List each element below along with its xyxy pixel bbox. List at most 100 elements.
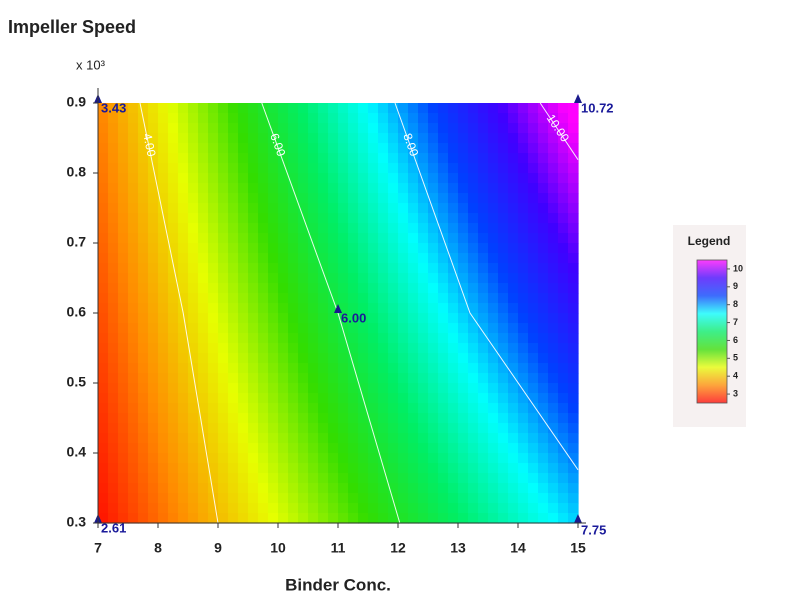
heat-cell xyxy=(328,413,339,424)
heat-cell xyxy=(108,343,119,354)
heat-cell xyxy=(518,243,529,254)
heat-cell xyxy=(458,223,469,234)
heat-cell xyxy=(128,173,139,184)
heat-cell xyxy=(148,383,159,394)
heat-cell xyxy=(428,413,439,424)
heat-cell xyxy=(178,163,189,174)
heat-cell xyxy=(418,383,429,394)
heat-cell xyxy=(338,493,349,504)
heat-cell xyxy=(178,423,189,434)
heat-cell xyxy=(218,493,229,504)
heat-cell xyxy=(148,173,159,184)
heat-cell xyxy=(148,393,159,404)
heat-cell xyxy=(268,163,279,174)
heat-cell xyxy=(198,473,209,484)
heat-cell xyxy=(528,203,539,214)
heat-cell xyxy=(248,123,259,134)
heat-cell xyxy=(278,363,289,374)
heat-cell xyxy=(178,463,189,474)
heat-cell xyxy=(538,173,549,184)
heat-cell xyxy=(378,303,389,314)
heat-cell xyxy=(488,353,499,364)
heat-cell xyxy=(438,343,449,354)
heat-cell xyxy=(178,403,189,414)
heat-cell xyxy=(408,403,419,414)
heat-cell xyxy=(168,383,179,394)
heat-cell xyxy=(188,193,199,204)
heat-cell xyxy=(438,163,449,174)
heat-cell xyxy=(348,473,359,484)
heat-cell xyxy=(518,163,529,174)
heat-cell xyxy=(398,243,409,254)
heat-cell xyxy=(408,513,419,524)
heat-cell xyxy=(198,433,209,444)
heat-cell xyxy=(378,483,389,494)
heat-cell xyxy=(428,313,439,324)
heat-cell xyxy=(148,213,159,224)
heat-cell xyxy=(338,323,349,334)
heat-cell xyxy=(328,453,339,464)
heat-cell xyxy=(98,123,109,134)
heat-cell xyxy=(108,473,119,484)
heat-cell xyxy=(298,433,309,444)
heat-cell xyxy=(218,133,229,144)
heat-cell xyxy=(218,173,229,184)
heat-cell xyxy=(448,243,459,254)
heat-cell xyxy=(378,513,389,524)
heat-cell xyxy=(478,163,489,174)
heat-cell xyxy=(408,233,419,244)
heat-cell xyxy=(538,433,549,444)
heat-cell xyxy=(108,383,119,394)
heat-cell xyxy=(428,163,439,174)
heat-cell xyxy=(468,273,479,284)
heat-cell xyxy=(478,333,489,344)
heat-cell xyxy=(298,493,309,504)
heat-cell xyxy=(458,413,469,424)
heat-cell xyxy=(568,273,579,284)
heat-cell xyxy=(158,423,169,434)
heat-cell xyxy=(488,303,499,314)
heat-cell xyxy=(288,293,299,304)
heat-cell xyxy=(138,283,149,294)
heat-cell xyxy=(418,453,429,464)
heat-cell xyxy=(138,103,149,114)
heat-cell xyxy=(258,123,269,134)
heat-cell xyxy=(308,273,319,284)
heat-cell xyxy=(508,113,519,124)
heat-cell xyxy=(368,233,379,244)
heat-cell xyxy=(98,453,109,464)
heat-cell xyxy=(348,363,359,374)
heat-cell xyxy=(178,333,189,344)
heat-cell xyxy=(318,353,329,364)
heat-cell xyxy=(228,423,239,434)
heat-cell xyxy=(458,203,469,214)
heat-cell xyxy=(168,443,179,454)
heat-cell xyxy=(178,313,189,324)
heat-cell xyxy=(428,443,439,454)
heat-cell xyxy=(348,213,359,224)
heat-cell xyxy=(398,273,409,284)
heat-cell xyxy=(428,113,439,124)
heat-cell xyxy=(458,183,469,194)
heat-cell xyxy=(508,513,519,524)
heat-cell xyxy=(208,113,219,124)
heat-cell xyxy=(488,153,499,164)
heat-cell xyxy=(478,353,489,364)
heat-cell xyxy=(128,283,139,294)
heat-cell xyxy=(538,323,549,334)
heat-cell xyxy=(338,113,349,124)
heat-cell xyxy=(448,173,459,184)
heat-cell xyxy=(98,243,109,254)
heat-cell xyxy=(368,353,379,364)
heat-cell xyxy=(468,363,479,374)
heat-cell xyxy=(318,113,329,124)
heat-cell xyxy=(298,473,309,484)
heat-cell xyxy=(508,143,519,154)
heat-cell xyxy=(318,483,329,494)
heat-cell xyxy=(248,513,259,524)
heat-cell xyxy=(178,283,189,294)
heat-cell xyxy=(108,483,119,494)
heat-cell xyxy=(358,153,369,164)
heat-cell xyxy=(348,513,359,524)
heat-cell xyxy=(568,243,579,254)
